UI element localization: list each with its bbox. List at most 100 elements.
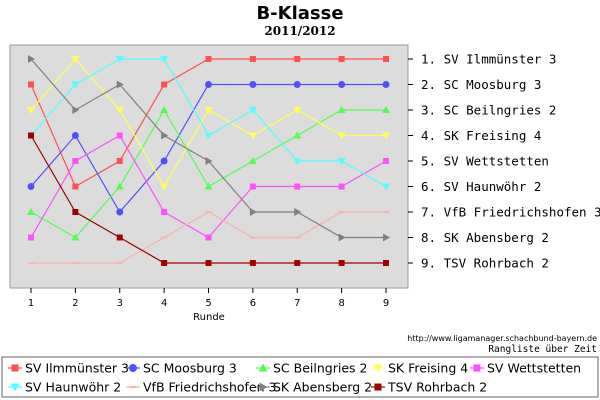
legend-item: VfB Friedrichshofen 3 — [126, 380, 276, 395]
series-0 — [28, 56, 389, 190]
series-8 — [28, 132, 389, 266]
x-tick-label: 8 — [338, 298, 344, 309]
legend-item: SC Moosburg 3 — [126, 361, 237, 376]
data-point — [383, 158, 389, 164]
source-url: http://www.ligamanager.schachbund-bayern… — [407, 334, 597, 343]
x-tick-label: 4 — [161, 298, 167, 309]
x-tick-label: 7 — [294, 298, 300, 309]
series-4 — [28, 132, 389, 241]
data-point — [337, 158, 346, 165]
data-point — [71, 56, 80, 63]
data-point — [72, 262, 79, 264]
data-point — [161, 131, 169, 140]
rank-label: 3. SC Beilngries 2 — [421, 103, 556, 118]
data-point — [28, 55, 35, 63]
data-point — [293, 131, 302, 139]
legend-label: VfB Friedrichshofen 3 — [143, 380, 276, 395]
chart-title: B-Klasse — [256, 3, 343, 24]
rank-label: 2. SC Moosburg 3 — [421, 77, 541, 92]
legend-item: TSV Rohrbach 2 — [371, 380, 487, 395]
data-point — [249, 56, 256, 62]
data-point — [337, 132, 346, 140]
data-point — [204, 182, 213, 190]
series-layer — [27, 55, 390, 266]
data-point — [115, 182, 124, 190]
data-point — [116, 132, 123, 139]
data-point — [294, 208, 302, 216]
data-point — [249, 183, 256, 190]
data-point — [161, 236, 168, 239]
data-point — [383, 56, 389, 62]
data-point — [205, 56, 212, 62]
data-point — [382, 183, 390, 191]
data-point — [28, 81, 34, 88]
data-point — [293, 107, 302, 114]
data-point — [338, 233, 346, 242]
legend-label: SK Abensberg 2 — [273, 380, 372, 395]
data-point — [28, 234, 34, 241]
legend-label: SV Wettstetten — [487, 361, 581, 376]
data-point — [383, 260, 389, 266]
data-point — [249, 260, 256, 266]
x-tick-label: 1 — [28, 298, 34, 309]
data-point — [248, 157, 257, 164]
data-point — [249, 81, 257, 88]
data-point — [160, 56, 169, 63]
data-point — [71, 132, 79, 139]
legend-item: SK Freising 4 — [371, 361, 468, 376]
data-point — [338, 260, 345, 266]
data-point — [161, 209, 168, 215]
legend-items: SV Ilmmünster 3 SC Moosburg 3 SC Beilngrie… — [8, 361, 581, 395]
series-6 — [28, 211, 389, 264]
legend-item: SC Beilngries 2 — [256, 361, 367, 376]
data-point — [28, 262, 34, 264]
rank-label: 6. SV Haunwöhr 2 — [421, 179, 541, 194]
data-point — [338, 81, 346, 88]
data-point — [28, 132, 34, 139]
legend-label: SC Beilngries 2 — [273, 361, 367, 376]
x-axis: 1 2 3 4 5 6 7 8 9 — [28, 288, 389, 309]
data-point — [382, 132, 390, 140]
legend-swatch-marker — [129, 364, 137, 372]
data-point — [205, 157, 213, 165]
data-point — [116, 262, 123, 264]
legend-label: SV Ilmmünster 3 — [25, 361, 129, 376]
legend-label: SC Moosburg 3 — [143, 361, 237, 376]
data-point — [161, 260, 168, 266]
legend-swatch-marker — [259, 382, 268, 392]
legend-swatch-marker — [374, 383, 382, 391]
data-point — [248, 132, 257, 140]
data-point — [293, 81, 301, 88]
data-point — [294, 183, 301, 190]
x-tick-label: 5 — [205, 298, 211, 309]
data-point — [338, 211, 345, 213]
data-point — [27, 208, 35, 215]
data-point — [115, 56, 124, 63]
rank-label: 1. SV Ilmmünster 3 — [421, 52, 556, 67]
data-point — [382, 106, 390, 113]
data-point — [116, 158, 123, 164]
data-point — [205, 81, 212, 88]
footer-note: Rangliste über Zeit — [488, 344, 597, 355]
legend-item: SV Wettstetten — [470, 361, 581, 376]
legend-label: SV Haunwöhr 2 — [25, 380, 121, 395]
legend-label: TSV Rohrbach 2 — [387, 380, 487, 395]
x-tick-label: 9 — [383, 298, 389, 309]
data-point — [71, 81, 80, 89]
chart-subtitle: 2011/2012 — [264, 24, 335, 38]
data-point — [205, 234, 212, 241]
rank-label: 4. SK Freising 4 — [421, 128, 541, 143]
data-point — [205, 211, 212, 213]
data-point — [72, 106, 80, 114]
data-point — [27, 107, 35, 114]
data-point — [337, 106, 346, 113]
data-point — [116, 234, 123, 241]
x-tick-label: 2 — [72, 298, 78, 309]
ranking-list: 1. SV Ilmmünster 3 2. SC Moosburg 3 3. SC … — [408, 52, 600, 271]
data-point — [204, 132, 213, 140]
data-point — [72, 158, 79, 164]
data-point — [294, 236, 301, 239]
rank-label: 7. VfB Friedrichshofen 3 — [421, 205, 600, 220]
legend-swatch-marker — [10, 383, 20, 392]
